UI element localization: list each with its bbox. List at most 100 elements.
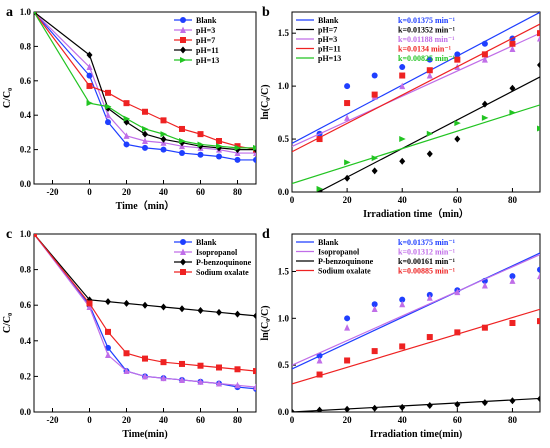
panel-a: a -20 0 20 40 60 80 0.0 0.2 0.4 0.6 0.8 1.0 Time（min）… — [2, 5, 257, 212]
rate-constant-label: k=0.01375 min⁻¹ — [398, 16, 456, 25]
data-point — [454, 135, 461, 143]
data-point — [454, 288, 461, 296]
y-tick-label: 1.0 — [278, 313, 290, 323]
legend-label: Sodium oxalate — [318, 267, 371, 276]
y-tick-label: 0.6 — [20, 76, 32, 86]
data-point — [86, 82, 93, 89]
data-point — [142, 372, 148, 380]
series-ph-7 — [316, 61, 540, 192]
data-point — [160, 117, 167, 124]
rate-constant-label: k=0.01188 min⁻¹ — [398, 35, 455, 44]
x-axis-title: Time(min) — [122, 429, 167, 440]
data-point — [344, 315, 351, 322]
series-sodium-oxalate — [292, 308, 540, 385]
plot-frame — [33, 11, 257, 185]
data-point — [537, 61, 540, 69]
data-point — [537, 30, 540, 37]
data-point — [179, 360, 185, 367]
data-point — [316, 136, 323, 143]
rate-constant-label: k=0.01375 min⁻¹ — [398, 238, 456, 247]
panel-letter: b — [262, 5, 270, 20]
x-tick-label: 20 — [343, 195, 353, 205]
data-point — [481, 114, 489, 121]
series-p-benzoquinone — [34, 234, 256, 320]
x-tick-label: 0 — [87, 415, 92, 425]
legend-marker — [180, 17, 186, 23]
x-tick-label: 60 — [453, 195, 463, 205]
data-point — [197, 151, 204, 158]
y-tick-label: 0.0 — [20, 407, 32, 417]
panel-b: b 0 20 40 60 80 0.0 0.5 1.0 1.5 Irradiation time（m… — [260, 5, 541, 220]
legend: Blank k=0.01375 min⁻¹ Isopropanol k=0.01312… — [296, 238, 456, 276]
data-point — [123, 132, 130, 139]
x-axis-title: Irradiation time（min） — [363, 207, 469, 220]
data-point — [481, 40, 488, 47]
x-tick-label: 0 — [290, 415, 295, 425]
x-tick-label: 40 — [398, 195, 408, 205]
data-point — [509, 45, 516, 53]
data-point — [123, 367, 130, 375]
x-tick-label: 20 — [122, 415, 132, 425]
x-tick-label: 60 — [453, 415, 463, 425]
data-point — [105, 111, 111, 119]
y-tick-label: 0.6 — [20, 300, 32, 310]
y-tick-label: 0.2 — [20, 145, 32, 155]
data-point — [216, 380, 222, 387]
data-point — [142, 144, 148, 151]
panel-c: c -20 0 20 40 60 80 0.0 0.2 0.4 0.6 0.8 1.0 Time(min)… — [2, 227, 257, 440]
data-point — [86, 303, 93, 310]
data-point — [142, 137, 148, 144]
data-point — [481, 100, 488, 108]
rate-constant-label: k=0.00825 min⁻¹ — [398, 54, 456, 63]
data-point — [253, 368, 256, 375]
data-point — [34, 234, 37, 237]
data-point — [426, 56, 433, 63]
legend-label: pH=13 — [318, 54, 341, 63]
x-tick-label: -20 — [47, 415, 59, 425]
data-point — [481, 399, 488, 407]
data-point — [86, 51, 93, 59]
data-point — [481, 282, 488, 289]
data-point — [537, 272, 540, 280]
data-point — [160, 131, 167, 138]
fit-line — [292, 253, 540, 366]
data-point — [105, 351, 111, 359]
rate-constant-label: k=0.01352 min⁻¹ — [398, 26, 456, 35]
series-p-benzoquinone — [292, 395, 540, 412]
data-point — [142, 301, 148, 309]
data-point — [399, 64, 406, 71]
data-point — [253, 144, 256, 151]
data-point — [179, 138, 186, 144]
data-point — [371, 301, 378, 308]
x-tick-label: 80 — [233, 187, 243, 197]
plot-area — [34, 12, 256, 163]
y-tick-label: 1.0 — [20, 229, 32, 239]
data-point — [160, 146, 167, 153]
y-tick-label: 0.0 — [278, 187, 290, 197]
data-point — [216, 308, 222, 316]
data-point — [253, 312, 256, 320]
data-point — [426, 294, 433, 301]
data-point — [316, 371, 323, 378]
series-ph-13 — [34, 12, 256, 151]
x-tick-label: 20 — [343, 415, 353, 425]
series-ph-11 — [292, 23, 540, 153]
data-point — [344, 324, 351, 331]
x-tick-label: 80 — [508, 195, 518, 205]
legend-label: Blank — [318, 16, 339, 25]
series-sodium-oxalate — [34, 234, 256, 375]
fit-line — [317, 76, 540, 192]
x-tick-label: 40 — [398, 415, 408, 425]
data-point — [160, 359, 167, 366]
y-tick-label: 1.5 — [278, 28, 290, 38]
data-point — [216, 364, 222, 371]
data-point — [399, 72, 406, 79]
fit-line — [292, 23, 540, 153]
data-point — [454, 329, 461, 336]
plot-area — [34, 234, 256, 392]
data-point — [105, 298, 111, 306]
fit-line — [292, 252, 540, 370]
data-point — [216, 143, 223, 150]
data-point — [399, 300, 406, 308]
